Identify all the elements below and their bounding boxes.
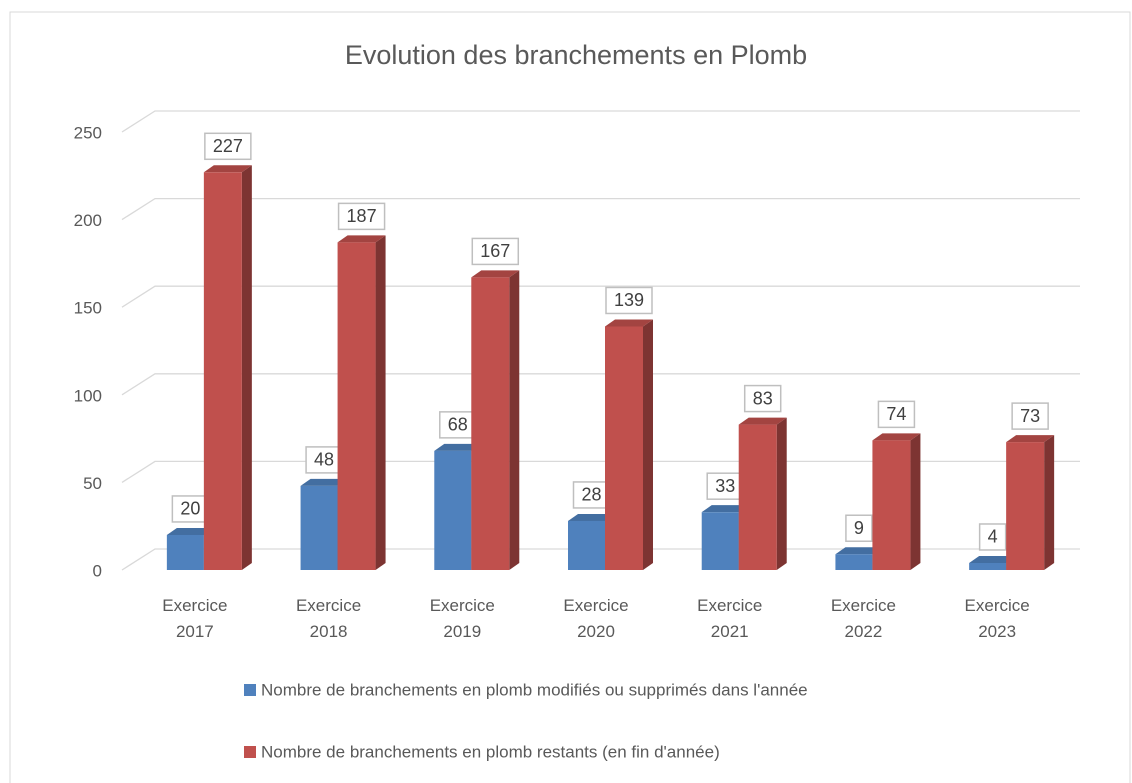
data-label-box	[845, 514, 873, 542]
bar-top	[835, 547, 883, 555]
bar	[300, 485, 338, 570]
legend-label: Nombre de branchements en plomb modifiés…	[261, 680, 808, 699]
data-label-box	[204, 132, 252, 161]
data-label-box	[337, 202, 386, 231]
bar-side	[643, 319, 653, 570]
data-label-box	[743, 384, 782, 413]
grid-line	[121, 285, 1080, 308]
data-label: 83	[753, 388, 773, 408]
data-label: 227	[213, 136, 243, 156]
legend-label: Nombre de branchements en plomb restants…	[261, 742, 720, 761]
data-label-box	[877, 400, 916, 429]
chart-frame	[9, 11, 1131, 783]
bar	[605, 326, 643, 570]
data-label: 4	[988, 527, 998, 547]
bar-top	[337, 235, 386, 243]
bar-top	[605, 319, 653, 327]
bar	[872, 440, 911, 570]
data-label: 68	[448, 415, 468, 435]
legend-marker	[244, 684, 256, 696]
data-label-box	[439, 411, 477, 439]
bar	[203, 172, 242, 570]
data-label: 187	[347, 206, 377, 226]
data-label-box	[171, 495, 210, 523]
legend-marker	[244, 746, 256, 758]
bar	[1006, 442, 1045, 570]
x-tick-label: Exercice 2017	[162, 596, 227, 641]
data-label-box	[978, 523, 1007, 551]
bar-side	[910, 433, 921, 570]
data-label-box	[1011, 402, 1049, 430]
bar	[337, 242, 376, 570]
bar	[701, 512, 739, 570]
data-label: 48	[314, 450, 334, 470]
bar-top	[738, 417, 787, 425]
data-label: 9	[854, 518, 864, 538]
x-tick-label: Exercice 2019	[430, 596, 495, 641]
bar-top	[166, 527, 214, 535]
x-tick-label: Exercice 2023	[965, 596, 1030, 641]
data-label: 28	[581, 485, 601, 505]
y-tick-label: 200	[74, 211, 102, 230]
bar	[969, 562, 1007, 570]
bar	[568, 520, 605, 570]
data-label-box	[605, 286, 653, 315]
data-label-box	[305, 446, 343, 474]
x-tick-label: Exercice 2020	[563, 596, 628, 641]
grid-line	[121, 110, 1080, 133]
data-label: 33	[715, 476, 735, 496]
y-tick-label: 0	[93, 561, 102, 580]
grid-line	[121, 197, 1080, 221]
x-tick-label: Exercice 2021	[697, 596, 762, 641]
data-label: 20	[180, 499, 200, 519]
bar-side	[375, 235, 386, 570]
bar	[434, 450, 472, 570]
bar-top	[434, 443, 482, 451]
y-tick-label: 150	[74, 299, 102, 318]
bar-top	[300, 478, 348, 486]
bar-top	[701, 505, 749, 513]
bar-side	[241, 165, 252, 570]
data-label-box	[471, 237, 520, 266]
y-tick-label: 50	[83, 474, 102, 493]
x-tick-label: Exercice 2018	[296, 596, 361, 641]
bar-side	[776, 417, 787, 570]
data-label: 74	[886, 404, 906, 424]
bar-side	[509, 270, 520, 570]
bar	[738, 424, 777, 570]
bar-top	[471, 270, 520, 278]
x-tick-label: Exercice 2022	[831, 596, 896, 641]
data-label: 73	[1020, 406, 1040, 426]
chart-title: Evolution des branchements en Plomb	[345, 40, 807, 70]
data-label: 167	[480, 241, 510, 261]
y-tick-label: 250	[74, 123, 102, 142]
bar-top	[568, 513, 615, 521]
bar	[166, 534, 204, 570]
y-tick-label: 100	[74, 386, 102, 405]
bar-top	[203, 165, 252, 173]
data-label-box	[572, 481, 611, 509]
bar	[471, 277, 510, 570]
bar-top	[969, 555, 1017, 563]
data-label: 139	[614, 290, 644, 310]
bar-top	[872, 433, 921, 441]
bar	[835, 554, 873, 570]
grid-line	[121, 373, 1080, 396]
bar-top	[1006, 435, 1055, 443]
bar-side	[1044, 435, 1055, 570]
